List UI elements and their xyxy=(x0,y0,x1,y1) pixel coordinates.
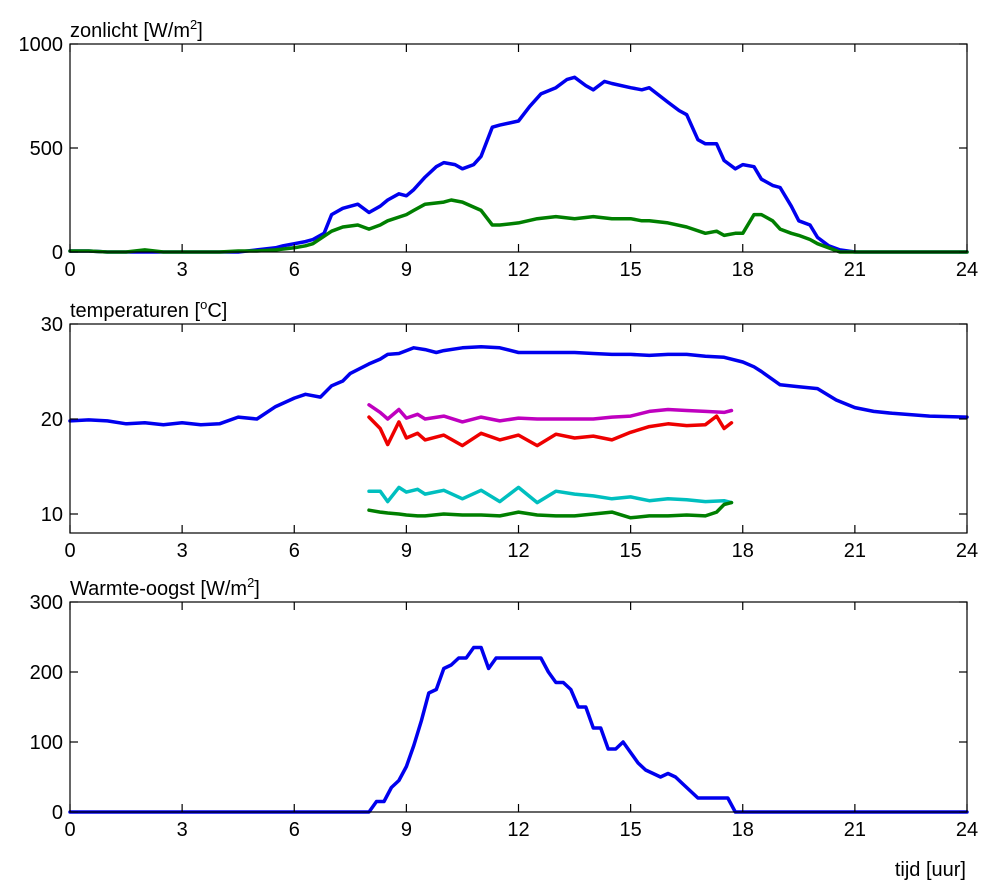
x-tick-label: 12 xyxy=(507,540,529,562)
x-tick-label: 24 xyxy=(956,540,978,562)
x-tick-label: 12 xyxy=(507,259,529,281)
y-tick-label: 10 xyxy=(41,504,63,526)
y-tick-label: 1000 xyxy=(19,34,64,56)
x-tick-label: 9 xyxy=(401,819,412,841)
y-tick-label: 200 xyxy=(30,662,63,684)
x-tick-label: 0 xyxy=(64,259,75,281)
y-tick-label: 500 xyxy=(30,138,63,160)
x-tick-label: 3 xyxy=(177,819,188,841)
series-line-1 xyxy=(367,403,734,424)
x-tick-label: 21 xyxy=(844,540,866,562)
x-tick-label: 9 xyxy=(401,259,412,281)
heat-harvest-panel: Warmte-oogst [W/m2] 0 3 6 9 12 15 18 21 24 0 100 200… xyxy=(30,575,979,841)
y-tick-label: 100 xyxy=(30,732,63,754)
series-line-3 xyxy=(367,485,734,505)
y-tick-label: 30 xyxy=(41,314,63,336)
plot-frame xyxy=(69,601,968,813)
x-tick-label: 15 xyxy=(620,540,642,562)
y-tick-label: 300 xyxy=(30,592,63,614)
x-tick-label: 21 xyxy=(844,819,866,841)
x-tick-label: 18 xyxy=(732,259,754,281)
x-tick-label: 18 xyxy=(732,819,754,841)
series-line-0 xyxy=(68,75,969,254)
x-tick-label: 9 xyxy=(401,540,412,562)
series-line-0 xyxy=(68,645,969,814)
x-tick-label: 21 xyxy=(844,259,866,281)
panel-title: temperaturen [oC] xyxy=(70,297,227,322)
x-tick-label: 24 xyxy=(956,819,978,841)
panel-title: Warmte-oogst [W/m2] xyxy=(70,575,260,600)
temperature-panel: temperaturen [oC] 0 3 6 9 12 15 18 21 24 10 20 30 xyxy=(41,297,978,562)
plot-frame xyxy=(69,323,968,534)
x-tick-label: 18 xyxy=(732,540,754,562)
x-tick-label: 15 xyxy=(620,819,642,841)
y-tick-label: 20 xyxy=(41,409,63,431)
sunlight-panel: zonlicht [W/m2] 0 3 6 9 12 15 18 21 24 0 500 1000 xyxy=(19,17,979,281)
series-line-1 xyxy=(68,198,969,254)
x-tick-label: 6 xyxy=(289,819,300,841)
y-tick-label: 0 xyxy=(52,242,63,264)
series-line-0 xyxy=(68,345,969,427)
x-tick-label: 0 xyxy=(64,819,75,841)
panel-title: zonlicht [W/m2] xyxy=(70,17,203,42)
series-line-4 xyxy=(367,500,734,520)
x-axis-label: tijd [uur] xyxy=(895,859,966,881)
x-tick-label: 6 xyxy=(289,540,300,562)
x-tick-label: 3 xyxy=(177,259,188,281)
x-tick-label: 24 xyxy=(956,259,978,281)
plot-frame xyxy=(69,43,968,253)
x-tick-label: 6 xyxy=(289,259,300,281)
x-tick-label: 12 xyxy=(507,819,529,841)
series-line-2 xyxy=(367,414,734,448)
x-tick-label: 15 xyxy=(620,259,642,281)
y-tick-label: 0 xyxy=(52,802,63,824)
x-tick-label: 0 xyxy=(64,540,75,562)
x-tick-label: 3 xyxy=(177,540,188,562)
